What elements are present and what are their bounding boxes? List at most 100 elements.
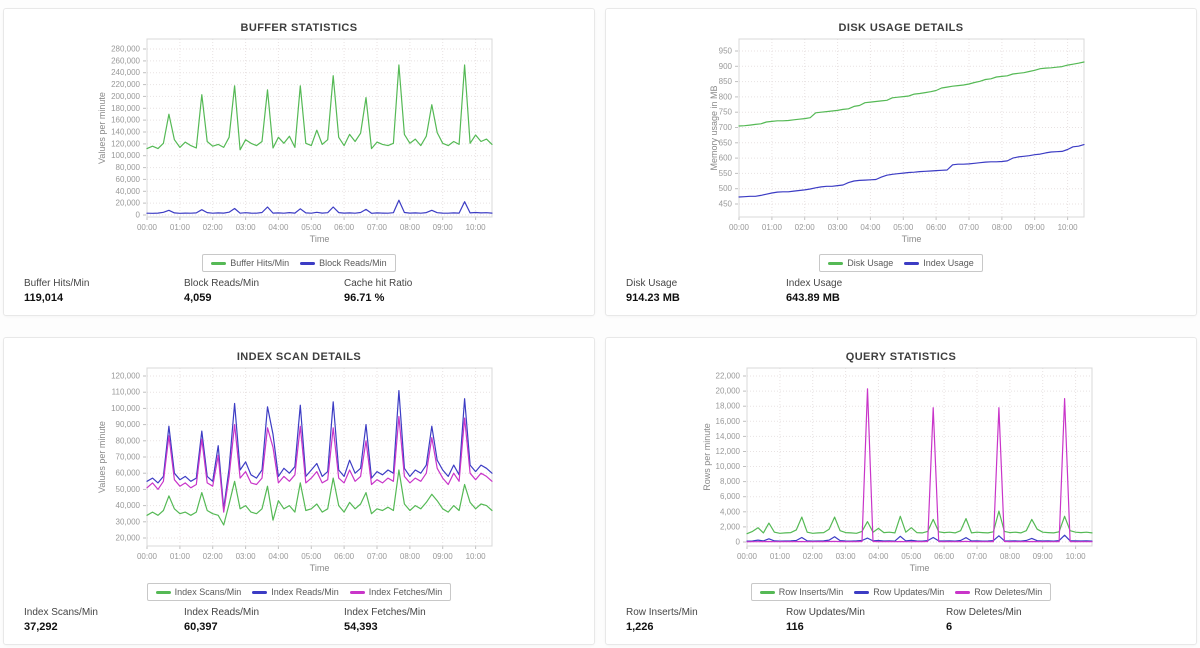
legend-item[interactable]: Index Reads/Min xyxy=(252,587,339,597)
stat-value: 119,014 xyxy=(24,292,64,304)
svg-text:09:00: 09:00 xyxy=(433,223,454,232)
svg-text:90,000: 90,000 xyxy=(116,420,141,429)
legend-item[interactable]: Block Reads/Min xyxy=(300,258,387,268)
stat-item: Index Usage 643.89 MB xyxy=(786,278,946,304)
svg-text:10:00: 10:00 xyxy=(1065,552,1086,561)
svg-text:4,000: 4,000 xyxy=(719,507,740,516)
svg-text:Time: Time xyxy=(909,563,929,573)
svg-text:07:00: 07:00 xyxy=(367,552,388,561)
svg-text:09:00: 09:00 xyxy=(433,552,454,561)
svg-text:280,000: 280,000 xyxy=(111,45,140,54)
legend-row: Row Inserts/Min Row Updates/Min Row Delete… xyxy=(606,583,1196,601)
legend-item[interactable]: Row Updates/Min xyxy=(854,587,944,597)
stat-label: Row Inserts/Min xyxy=(626,607,698,618)
svg-text:200,000: 200,000 xyxy=(111,92,140,101)
legend-series-label: Row Deletes/Min xyxy=(974,587,1043,597)
index-scan-chart[interactable]: 20,000 30,000 40,000 50,000 60,000 70,000 80,0… xyxy=(96,364,502,581)
index-scan-legend: Index Scans/Min Index Reads/Min Index Fetc… xyxy=(146,583,452,601)
svg-text:14,000: 14,000 xyxy=(715,432,740,441)
legend-item[interactable]: Buffer Hits/Min xyxy=(211,258,289,268)
svg-text:500: 500 xyxy=(719,184,733,193)
stat-label: Index Fetches/Min xyxy=(344,607,426,618)
stat-item: Index Reads/Min 60,397 xyxy=(184,607,344,633)
svg-text:01:00: 01:00 xyxy=(769,552,790,561)
svg-text:600: 600 xyxy=(719,154,733,163)
svg-text:06:00: 06:00 xyxy=(934,552,955,561)
svg-text:12,000: 12,000 xyxy=(715,447,740,456)
legend-item[interactable]: Disk Usage xyxy=(828,258,893,268)
svg-text:01:00: 01:00 xyxy=(762,223,783,232)
svg-text:Values per minute: Values per minute xyxy=(97,421,107,493)
svg-text:850: 850 xyxy=(719,77,733,86)
stat-item: Cache hit Ratio 96.71 % xyxy=(344,278,504,304)
svg-text:40,000: 40,000 xyxy=(116,501,141,510)
stat-label: Index Usage xyxy=(786,278,843,289)
legend-series-label: Index Reads/Min xyxy=(271,587,339,597)
svg-text:06:00: 06:00 xyxy=(926,223,947,232)
svg-text:160,000: 160,000 xyxy=(111,116,140,125)
legend-series-swatch xyxy=(828,261,844,265)
svg-text:05:00: 05:00 xyxy=(301,552,322,561)
panel-buffer-statistics: BUFFER STATISTICS 0 20,000 40,000 60,000 80,… xyxy=(3,8,595,316)
legend-item[interactable]: Row Deletes/Min xyxy=(955,587,1042,597)
svg-text:03:00: 03:00 xyxy=(236,223,257,232)
stat-label: Row Updates/Min xyxy=(786,607,865,618)
svg-text:07:00: 07:00 xyxy=(367,223,388,232)
svg-text:220,000: 220,000 xyxy=(111,80,140,89)
stat-item: Row Deletes/Min 6 xyxy=(946,607,1106,633)
panel-title: INDEX SCAN DETAILS xyxy=(236,351,362,363)
svg-text:08:00: 08:00 xyxy=(400,223,421,232)
svg-text:03:00: 03:00 xyxy=(828,223,849,232)
stat-label: Cache hit Ratio xyxy=(344,278,413,289)
svg-text:00:00: 00:00 xyxy=(736,552,757,561)
legend-item[interactable]: Index Scans/Min xyxy=(155,587,241,597)
query-statistics-chart[interactable]: 0 2,000 4,000 6,000 8,000 10,000 12,000 14,000 1… xyxy=(701,364,1102,581)
index-scan-stats: Index Scans/Min 37,292 Index Reads/Min 60,3… xyxy=(24,607,504,633)
svg-text:100,000: 100,000 xyxy=(111,404,140,413)
svg-text:120,000: 120,000 xyxy=(111,139,140,148)
disk-usage-legend: Disk Usage Index Usage xyxy=(819,254,983,272)
chart-wrap: 0 20,000 40,000 60,000 80,000 100,000 120,000 1… xyxy=(4,35,594,252)
legend-item[interactable]: Row Inserts/Min xyxy=(759,587,844,597)
disk-usage-chart[interactable]: 450 500 550 600 650 700 750 800 850 900 950 00:00 01… xyxy=(708,35,1094,252)
stat-value: 6 xyxy=(946,621,953,633)
buffer-statistics-chart[interactable]: 0 20,000 40,000 60,000 80,000 100,000 120,000 1… xyxy=(96,35,502,252)
legend-series-label: Block Reads/Min xyxy=(319,258,387,268)
svg-text:06:00: 06:00 xyxy=(334,223,355,232)
svg-text:40,000: 40,000 xyxy=(116,187,141,196)
query-statistics-stats: Row Inserts/Min 1,226 Row Updates/Min 116 Ro… xyxy=(626,607,1106,633)
legend-item[interactable]: Index Usage xyxy=(904,258,974,268)
svg-text:08:00: 08:00 xyxy=(992,223,1013,232)
legend-item[interactable]: Index Fetches/Min xyxy=(349,587,442,597)
svg-text:07:00: 07:00 xyxy=(966,552,987,561)
svg-text:04:00: 04:00 xyxy=(868,552,889,561)
svg-text:00:00: 00:00 xyxy=(137,223,158,232)
legend-series-label: Row Inserts/Min xyxy=(778,587,844,597)
svg-text:10,000: 10,000 xyxy=(715,462,740,471)
svg-text:80,000: 80,000 xyxy=(116,163,141,172)
stat-label: Row Deletes/Min xyxy=(946,607,1022,618)
svg-text:60,000: 60,000 xyxy=(116,175,141,184)
chart-wrap: 20,000 30,000 40,000 50,000 60,000 70,000 80,0… xyxy=(4,364,594,581)
stat-label: Buffer Hits/Min xyxy=(24,278,90,289)
svg-text:09:00: 09:00 xyxy=(1025,223,1046,232)
svg-text:10:00: 10:00 xyxy=(466,552,487,561)
stat-item: Row Updates/Min 116 xyxy=(786,607,946,633)
svg-text:20,000: 20,000 xyxy=(116,534,141,543)
svg-text:750: 750 xyxy=(719,108,733,117)
legend-series-label: Buffer Hits/Min xyxy=(230,258,290,268)
stat-item: Block Reads/Min 4,059 xyxy=(184,278,344,304)
svg-text:100,000: 100,000 xyxy=(111,151,140,160)
svg-text:00:00: 00:00 xyxy=(137,552,158,561)
stat-item: Row Inserts/Min 1,226 xyxy=(626,607,786,633)
svg-text:120,000: 120,000 xyxy=(111,372,140,381)
svg-text:02:00: 02:00 xyxy=(795,223,816,232)
svg-text:02:00: 02:00 xyxy=(203,223,224,232)
svg-text:Memory usage in MB: Memory usage in MB xyxy=(709,85,719,170)
svg-text:650: 650 xyxy=(719,138,733,147)
legend-series-label: Row Updates/Min xyxy=(873,587,945,597)
svg-text:Time: Time xyxy=(310,234,330,244)
svg-text:550: 550 xyxy=(719,169,733,178)
stat-value: 54,393 xyxy=(344,621,378,633)
